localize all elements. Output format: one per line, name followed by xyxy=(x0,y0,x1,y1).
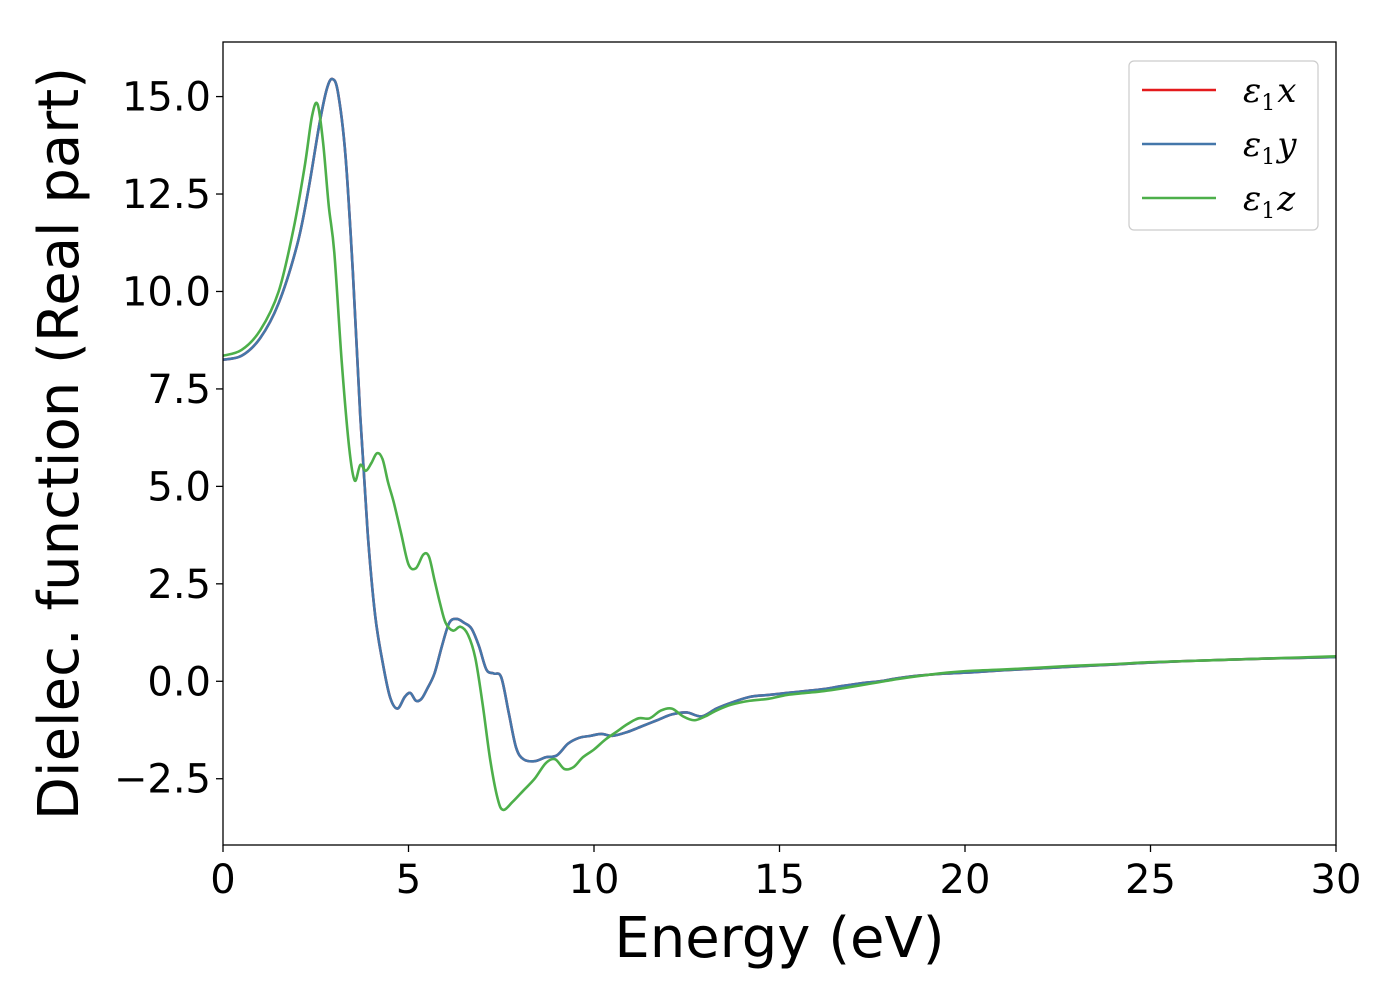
y-tick-label: 12.5 xyxy=(122,172,211,218)
plot-area xyxy=(222,41,1337,846)
y-tick-label: 7.5 xyxy=(147,367,211,413)
x-tick-label: 15 xyxy=(754,857,805,903)
x-tick-label: 0 xyxy=(210,857,235,903)
legend-subscript: 1 xyxy=(1261,145,1275,170)
legend-variable: y xyxy=(1275,125,1297,165)
series-line-e1z xyxy=(223,101,1336,812)
legend-symbol: ε xyxy=(1243,71,1261,111)
x-tick-label: 30 xyxy=(1311,857,1362,903)
legend-entry-e1y: ε1y xyxy=(1243,125,1297,170)
legend-variable: x xyxy=(1277,71,1296,111)
x-tick-label: 20 xyxy=(940,857,991,903)
x-axis-ticks: 0 5 10 15 20 25 30 xyxy=(210,845,1361,903)
y-tick-label: 10.0 xyxy=(122,269,211,315)
x-tick-label: 10 xyxy=(569,857,620,903)
x-tick-label: 5 xyxy=(396,857,421,903)
legend-symbol: ε xyxy=(1243,125,1261,165)
x-axis-label: Energy (eV) xyxy=(614,906,944,971)
y-tick-label: 2.5 xyxy=(147,562,211,608)
legend-subscript: 1 xyxy=(1261,91,1275,116)
legend-entry-e1z: ε1z xyxy=(1243,179,1296,224)
y-tick-label: 0.0 xyxy=(147,659,211,705)
series-lines xyxy=(223,77,1336,812)
y-tick-label: 5.0 xyxy=(147,464,211,510)
y-axis-ticks: −2.5 0.0 2.5 5.0 7.5 10.0 12.5 15.0 xyxy=(114,75,223,803)
legend-variable: z xyxy=(1276,179,1296,219)
y-tick-label: −2.5 xyxy=(114,757,211,803)
y-axis-label: Dielec. function (Real part) xyxy=(27,67,92,820)
x-tick-label: 25 xyxy=(1125,857,1176,903)
legend-entry-e1x: ε1x xyxy=(1243,71,1296,116)
legend-box xyxy=(1128,60,1319,231)
legend-subscript: 1 xyxy=(1261,199,1275,224)
legend-symbol: ε xyxy=(1243,179,1261,219)
y-tick-label: 15.0 xyxy=(122,75,211,121)
